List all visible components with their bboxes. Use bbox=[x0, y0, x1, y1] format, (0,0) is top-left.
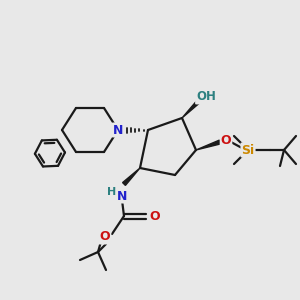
Text: OH: OH bbox=[196, 91, 216, 103]
Polygon shape bbox=[196, 140, 220, 150]
Polygon shape bbox=[182, 99, 201, 118]
Text: O: O bbox=[221, 134, 231, 146]
Text: H: H bbox=[107, 187, 116, 197]
Text: O: O bbox=[150, 209, 160, 223]
Text: N: N bbox=[117, 190, 127, 202]
Polygon shape bbox=[123, 168, 140, 185]
Text: Si: Si bbox=[242, 143, 255, 157]
Text: O: O bbox=[100, 230, 110, 244]
Text: N: N bbox=[113, 124, 123, 136]
